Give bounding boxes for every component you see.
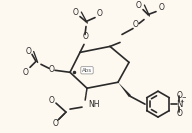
Text: O: O bbox=[133, 20, 139, 29]
Text: O: O bbox=[177, 109, 183, 118]
Text: O: O bbox=[53, 119, 59, 128]
Text: N: N bbox=[176, 100, 182, 109]
Text: O: O bbox=[49, 65, 55, 74]
Text: O: O bbox=[26, 47, 32, 56]
Text: O: O bbox=[83, 32, 89, 41]
Text: O: O bbox=[49, 96, 55, 105]
Polygon shape bbox=[118, 82, 131, 97]
Text: +: + bbox=[180, 99, 184, 104]
Text: O: O bbox=[159, 3, 165, 12]
Text: O: O bbox=[23, 68, 29, 77]
Text: O: O bbox=[136, 1, 142, 10]
Text: O: O bbox=[177, 91, 183, 100]
Text: O: O bbox=[73, 8, 79, 17]
Text: O: O bbox=[97, 9, 103, 18]
Text: NH: NH bbox=[88, 100, 99, 109]
Text: −: − bbox=[182, 95, 186, 100]
Text: Abs: Abs bbox=[82, 68, 92, 73]
